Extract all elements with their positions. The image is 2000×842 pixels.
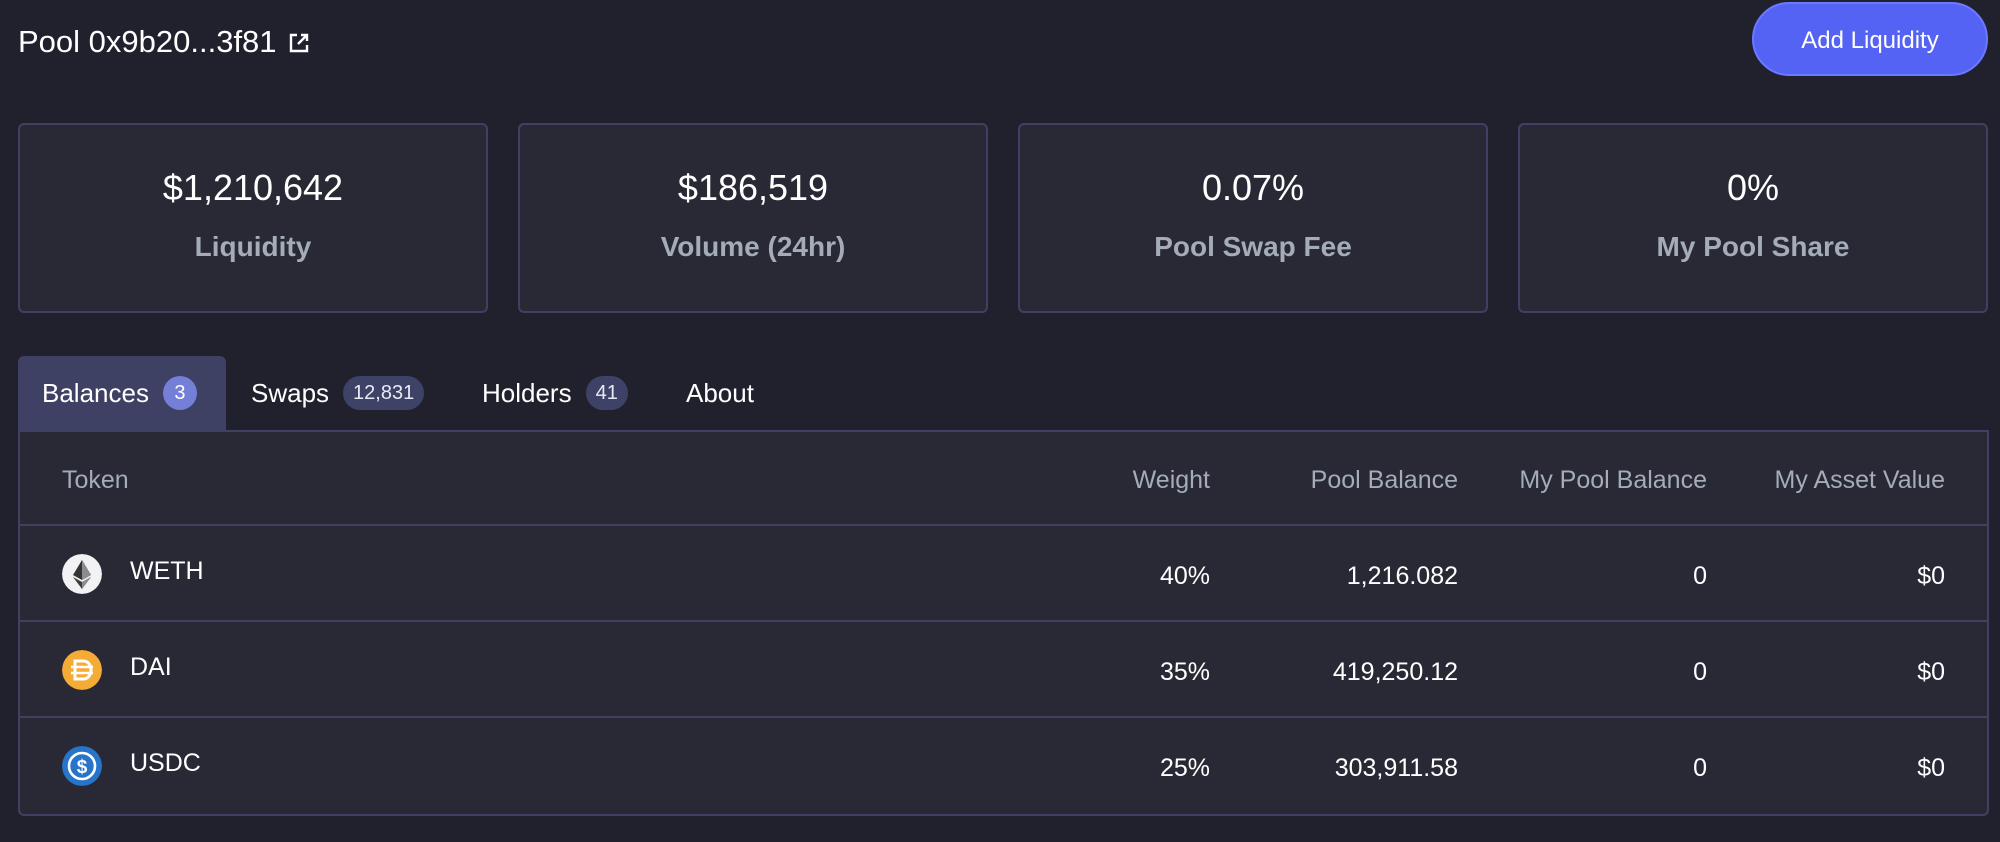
stat-card-liquidity: $1,210,642 Liquidity — [18, 123, 488, 313]
cell-my-asset-value: $0 — [1917, 658, 1945, 686]
column-header-pool-balance[interactable]: Pool Balance — [1310, 466, 1458, 494]
eth-icon — [62, 554, 102, 594]
tab-balances[interactable]: Balances 3 — [18, 356, 226, 430]
external-link-icon[interactable] — [287, 31, 311, 55]
cell-my-pool-balance: 0 — [1693, 562, 1707, 590]
dai-icon — [62, 650, 102, 690]
tab-about[interactable]: About — [686, 356, 754, 430]
tab-badge: 41 — [585, 376, 628, 410]
cell-pool-balance: 303,911.58 — [1334, 754, 1458, 782]
stat-label: My Pool Share — [1656, 231, 1850, 262]
cell-my-asset-value: $0 — [1917, 754, 1945, 782]
stat-value: 0% — [1726, 167, 1780, 208]
stat-card-volume: $186,519 Volume (24hr) — [518, 123, 988, 313]
stat-card-pool-share: 0% My Pool Share — [1518, 123, 1988, 313]
pool-stats: $1,210,642 Liquidity $186,519 Volume (24… — [18, 123, 1989, 313]
balances-table: Token Weight Pool Balance My Pool Balanc… — [18, 430, 1989, 816]
table-header-row: Token Weight Pool Balance My Pool Balanc… — [20, 432, 1987, 526]
stat-value: $1,210,642 — [162, 167, 344, 208]
tab-holders[interactable]: Holders 41 — [482, 356, 628, 430]
stat-card-swap-fee: 0.07% Pool Swap Fee — [1018, 123, 1488, 313]
tab-label: Holders — [482, 377, 572, 408]
stat-label: Volume (24hr) — [660, 231, 846, 262]
table-row[interactable]: WETH 40% 1,216.082 0 $0 — [20, 526, 1987, 622]
usdc-icon: $ — [62, 746, 102, 786]
tab-label: Swaps — [251, 377, 330, 408]
page-header: Pool 0x9b20...3f81 Add Liquidity — [18, 0, 1988, 82]
token-name: DAI — [130, 653, 172, 681]
cell-my-asset-value: $0 — [1917, 562, 1945, 590]
token-name: WETH — [130, 557, 204, 585]
pool-title[interactable]: Pool 0x9b20...3f81 — [18, 20, 311, 64]
svg-text:$: $ — [77, 757, 88, 778]
cell-pool-balance: 1,216.082 — [1346, 562, 1458, 590]
cell-weight: 40% — [1159, 562, 1210, 590]
pool-title-text: Pool 0x9b20...3f81 — [18, 24, 277, 59]
stat-label: Liquidity — [194, 231, 312, 262]
cell-pool-balance: 419,250.12 — [1332, 658, 1458, 686]
table-row[interactable]: DAI 35% 419,250.12 0 $0 — [20, 622, 1987, 718]
tab-badge: 3 — [162, 376, 197, 410]
cell-my-pool-balance: 0 — [1693, 754, 1707, 782]
stat-value: $186,519 — [677, 167, 829, 208]
token-name: USDC — [130, 749, 201, 777]
column-header-token[interactable]: Token — [62, 466, 129, 494]
stat-label: Pool Swap Fee — [1154, 231, 1352, 262]
column-header-weight[interactable]: Weight — [1132, 466, 1210, 494]
cell-weight: 35% — [1159, 658, 1210, 686]
tab-swaps[interactable]: Swaps 12,831 — [251, 356, 425, 430]
cell-weight: 25% — [1159, 754, 1210, 782]
add-liquidity-button[interactable]: Add Liquidity — [1752, 2, 1988, 76]
tab-label: Balances — [42, 377, 149, 408]
tab-badge: 12,831 — [343, 376, 425, 410]
column-header-my-asset-value[interactable]: My Asset Value — [1774, 466, 1945, 494]
stat-value: 0.07% — [1201, 167, 1305, 208]
column-header-my-pool-balance[interactable]: My Pool Balance — [1519, 466, 1707, 494]
table-row[interactable]: $ USDC 25% 303,911.58 0 $0 — [20, 718, 1987, 814]
cell-my-pool-balance: 0 — [1693, 658, 1707, 686]
tab-label: About — [686, 377, 754, 408]
